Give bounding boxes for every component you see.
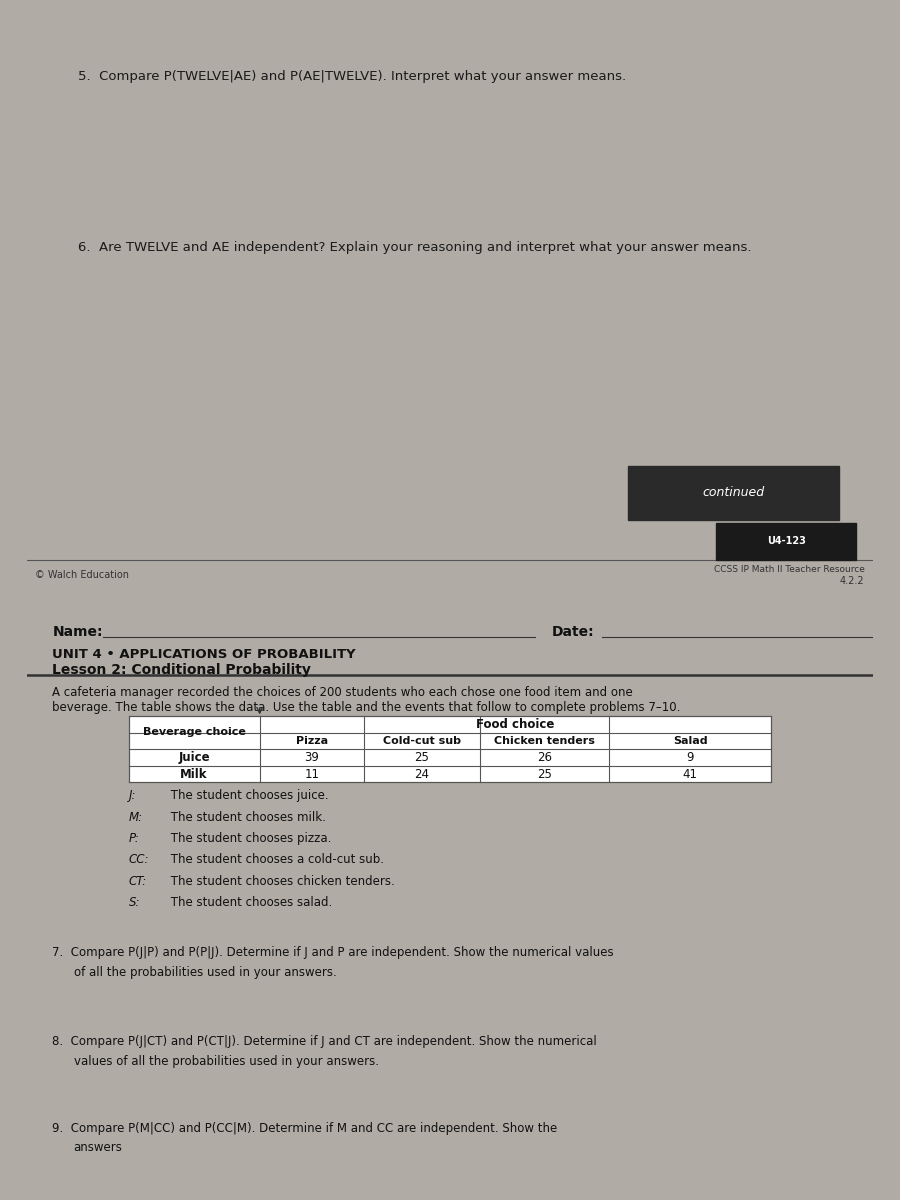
Text: Chicken tenders: Chicken tenders [494,736,595,746]
Text: The student chooses a cold-cut sub.: The student chooses a cold-cut sub. [166,853,383,866]
Text: 8.  Compare P(J|CT) and P(CT|J). Determine if J and CT are independent. Show the: 8. Compare P(J|CT) and P(CT|J). Determin… [52,1036,597,1049]
Text: UNIT 4 • APPLICATIONS OF PROBABILITY: UNIT 4 • APPLICATIONS OF PROBABILITY [52,648,356,661]
Text: Salad: Salad [673,736,707,746]
Text: The student chooses salad.: The student chooses salad. [166,896,332,908]
Text: CT:: CT: [129,875,147,888]
Text: answers: answers [74,1141,122,1154]
Text: 5.  Compare P(TWELVE|AE) and P(AE|TWELVE). Interpret what your answer means.: 5. Compare P(TWELVE|AE) and P(AE|TWELVE)… [77,70,626,83]
Text: 7.  Compare P(J|P) and P(P|J). Determine if J and P are independent. Show the nu: 7. Compare P(J|P) and P(P|J). Determine … [52,946,614,959]
Text: The student chooses juice.: The student chooses juice. [166,790,328,803]
Text: values of all the probabilities used in your answers.: values of all the probabilities used in … [74,1055,379,1068]
Text: M:: M: [129,811,142,823]
Text: Name:: Name: [52,625,103,638]
Text: 41: 41 [683,768,698,781]
Text: Date:: Date: [552,625,594,638]
Text: 6.  Are TWELVE and AE independent? Explain your reasoning and interpret what you: 6. Are TWELVE and AE independent? Explai… [77,240,752,253]
Text: 39: 39 [304,751,320,764]
FancyBboxPatch shape [716,523,856,559]
Text: 9.  Compare P(M|CC) and P(CC|M). Determine if M and CC are independent. Show the: 9. Compare P(M|CC) and P(CC|M). Determin… [52,1122,558,1135]
Text: CCSS IP Math II Teacher Resource: CCSS IP Math II Teacher Resource [714,565,865,574]
Text: Pizza: Pizza [295,736,328,746]
Text: P:: P: [129,832,140,845]
FancyBboxPatch shape [129,715,771,782]
Text: 4.2.2: 4.2.2 [840,576,865,587]
Text: 11: 11 [304,768,320,781]
Text: 26: 26 [536,751,552,764]
Text: © Walch Education: © Walch Education [35,570,130,580]
Text: A cafeteria manager recorded the choices of 200 students who each chose one food: A cafeteria manager recorded the choices… [52,685,633,698]
Text: 9: 9 [687,751,694,764]
Text: Food choice: Food choice [476,718,554,731]
Text: beverage. The table shows the data. Use the table and the events that follow to : beverage. The table shows the data. Use … [52,701,680,714]
Text: continued: continued [702,486,764,499]
Text: The student chooses milk.: The student chooses milk. [166,811,326,823]
FancyBboxPatch shape [627,466,839,520]
Text: Lesson 2: Conditional Probability: Lesson 2: Conditional Probability [52,662,311,677]
Text: Beverage choice: Beverage choice [142,727,246,737]
Text: The student chooses chicken tenders.: The student chooses chicken tenders. [166,875,394,888]
Text: Cold-cut sub: Cold-cut sub [382,736,461,746]
Text: Juice: Juice [178,751,210,764]
Text: S:: S: [129,896,140,908]
Text: The student chooses pizza.: The student chooses pizza. [166,832,331,845]
Text: CC:: CC: [129,853,149,866]
Text: 25: 25 [414,751,429,764]
Text: J:: J: [129,790,136,803]
Text: of all the probabilities used in your answers.: of all the probabilities used in your an… [74,966,337,979]
Text: 24: 24 [414,768,429,781]
Text: 25: 25 [537,768,552,781]
Text: Milk: Milk [180,768,208,781]
Text: U4-123: U4-123 [768,536,806,546]
